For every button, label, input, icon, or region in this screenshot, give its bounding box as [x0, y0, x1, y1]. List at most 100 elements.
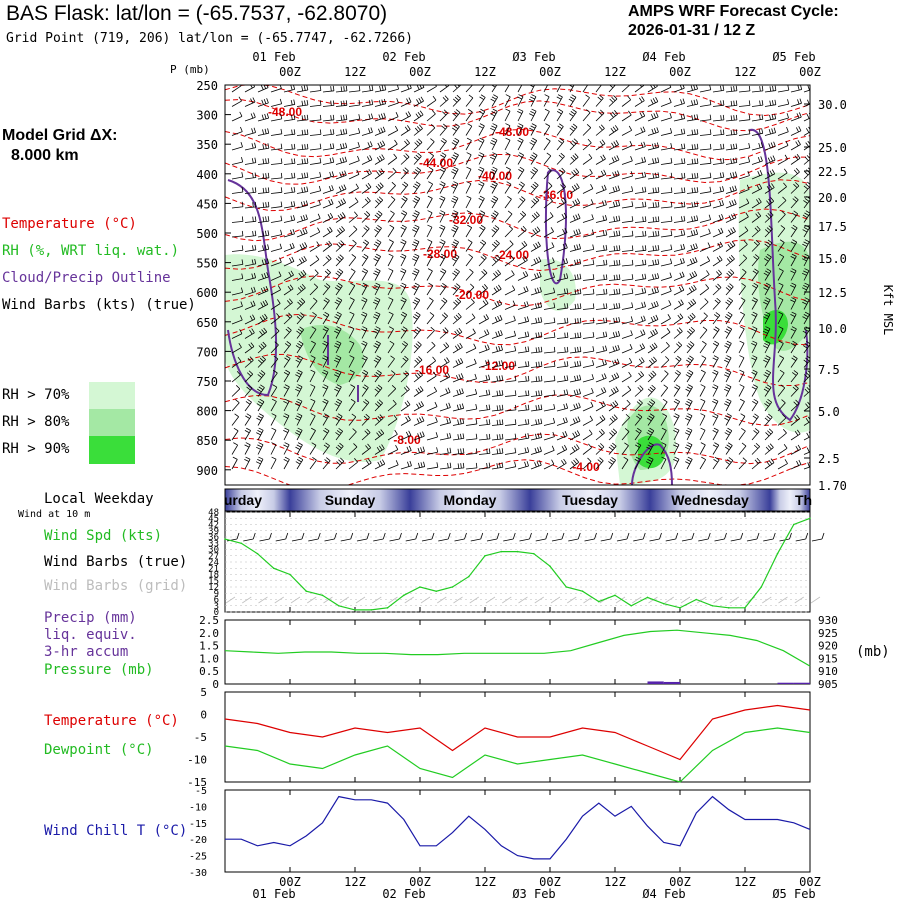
wind-barb-flag	[453, 166, 459, 170]
wind-barb-flag	[459, 418, 462, 424]
wind-barb-flag	[439, 183, 445, 187]
wind-barb-flag	[480, 224, 486, 229]
wind-barb	[543, 351, 555, 354]
wind-barb	[361, 173, 372, 180]
wind-barb-flag	[261, 114, 264, 120]
wind-barb-flag	[778, 311, 784, 315]
wind-barb-flag	[354, 458, 358, 463]
wind-barb-flag	[299, 285, 304, 290]
wind-barb-flag	[453, 98, 458, 103]
wind-barb	[777, 117, 789, 122]
wind-barb-flag	[447, 462, 449, 469]
wind-barb-flag	[494, 80, 498, 83]
wind-barb-flag	[655, 172, 657, 178]
wind-barb-flag	[518, 82, 522, 84]
wind-barb-flag	[807, 85, 810, 91]
wind-barb	[517, 290, 529, 296]
wind-barb-flag	[714, 340, 720, 345]
wind-barb-flag	[651, 143, 655, 149]
wind-barb-flag	[435, 417, 438, 422]
wind-barb-flag	[254, 187, 257, 193]
wind-barb-flag	[453, 181, 459, 185]
wind-barb-flag	[336, 326, 342, 330]
wind-barb	[556, 393, 568, 397]
wind-barb-flag	[618, 259, 621, 265]
wind-barb	[777, 314, 784, 325]
wind-barb-flag	[732, 186, 735, 192]
wind-barb	[556, 216, 567, 223]
wind-barb-flag	[415, 195, 420, 199]
wind-barb-flag	[487, 344, 490, 350]
wind-barb-flag	[713, 355, 719, 359]
wind-barb	[517, 214, 527, 223]
wind-barb-flag	[335, 299, 341, 303]
wind-barb	[270, 372, 278, 383]
wind-barb-flag	[572, 418, 576, 424]
wind-barb-flag	[380, 127, 384, 133]
wind-barb-flag	[540, 375, 543, 381]
wind-barb-flag	[726, 314, 731, 318]
wind-barb-flag	[681, 201, 683, 208]
pressure-tick-label: 250	[196, 79, 218, 93]
wind-barb-flag	[553, 361, 556, 367]
wind-barb-flag	[670, 187, 673, 193]
wind-barb-flag	[756, 199, 760, 204]
wind-barb	[361, 200, 371, 209]
wind-barb-flag	[772, 85, 774, 91]
wind-barb	[309, 343, 316, 354]
wind-barb-flag	[287, 285, 292, 291]
wind-barb	[621, 417, 630, 426]
wind-barb	[777, 463, 788, 470]
wind-barb-flag	[235, 399, 240, 404]
wind-barb	[660, 430, 667, 441]
wind-barb	[309, 259, 320, 267]
wind-barb-flag	[602, 346, 605, 352]
wind-barb-flag	[573, 230, 576, 236]
wind-barb-flag	[712, 401, 717, 404]
wind-barb-flag	[783, 444, 788, 449]
true-wind-barb-flag	[382, 532, 386, 540]
wind-barb	[621, 205, 633, 209]
wind-barb-flag	[482, 254, 487, 259]
wind-barb-flag	[416, 85, 420, 90]
wind-speed-tick-label: 24	[208, 558, 219, 568]
wind-barb-flag	[260, 370, 266, 374]
wind-barb-flag	[661, 456, 667, 460]
wind-barb-flag	[378, 100, 382, 106]
wind-barb	[478, 348, 490, 354]
wind-barb-flag	[722, 172, 725, 178]
wind-barb-flag	[419, 85, 422, 89]
wind-barb-flag	[778, 282, 784, 286]
wind-barb-flag	[650, 99, 654, 105]
wind-barb-flag	[735, 157, 738, 163]
wind-barb-flag	[362, 311, 368, 315]
wind-barb-flag	[564, 361, 566, 367]
rh-swatch-90	[89, 436, 135, 464]
wind-barb	[712, 162, 724, 165]
wind-barb-flag	[373, 272, 378, 276]
wind-barb	[634, 176, 646, 180]
wind-barb-flag	[604, 199, 607, 205]
wind-barb-flag	[485, 375, 488, 381]
wind-barb-flag	[517, 154, 523, 158]
wind-barb-flag	[327, 214, 331, 219]
wind-barb-flag	[508, 225, 513, 230]
wind-barb-flag	[528, 98, 534, 102]
wind-barb-flag	[262, 216, 265, 222]
wind-barb-flag	[598, 430, 603, 435]
wind-barb	[322, 401, 329, 412]
wind-barb	[699, 287, 709, 296]
wind-barb	[426, 345, 436, 354]
wind-barb	[777, 242, 785, 252]
wind-barb-flag	[501, 433, 504, 439]
wind-barb-flag	[349, 297, 355, 301]
wind-barb-flag	[233, 427, 239, 432]
true-wind-barb	[649, 538, 660, 542]
true-wind-barb-flag	[334, 532, 337, 540]
wind-barb	[582, 85, 589, 93]
wind-barb-flag	[613, 245, 616, 251]
wind-barb-flag	[301, 257, 305, 262]
wind-barb-flag	[531, 108, 537, 112]
wind-barb-flag	[768, 129, 771, 135]
wind-barb-flag	[670, 244, 673, 250]
